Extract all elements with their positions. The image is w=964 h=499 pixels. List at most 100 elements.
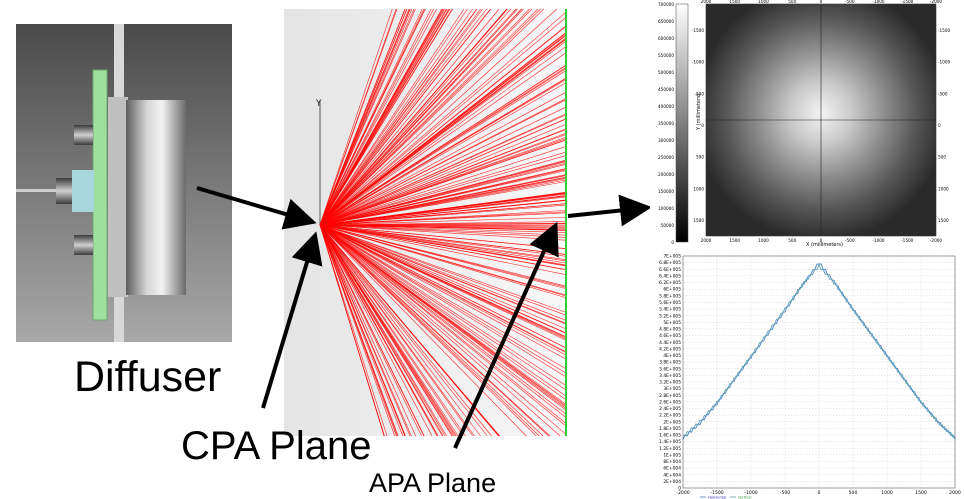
ray bbox=[319, 77, 567, 226]
ray bbox=[319, 118, 567, 226]
ray bbox=[319, 224, 438, 437]
ray bbox=[319, 8, 453, 226]
y-tick-label: 6.6E+005 bbox=[659, 267, 681, 273]
ray bbox=[319, 155, 567, 226]
ray bbox=[319, 129, 567, 226]
ray bbox=[319, 224, 492, 437]
ray bbox=[319, 8, 437, 226]
ray bbox=[319, 113, 567, 226]
ray bbox=[319, 224, 567, 435]
colorbar-tick-label: 100000 bbox=[658, 206, 674, 211]
ray bbox=[319, 224, 567, 255]
ray bbox=[319, 224, 567, 260]
ray bbox=[319, 224, 567, 257]
heatmap-x-tick-label: 500 bbox=[788, 238, 796, 243]
y-tick-label: 3.4E+005 bbox=[659, 373, 681, 379]
y-tick-label: 1.2E+005 bbox=[659, 446, 681, 452]
y-tick-label: 5E+005 bbox=[663, 320, 681, 326]
ray bbox=[319, 224, 388, 437]
ray bbox=[319, 164, 567, 226]
ray bbox=[319, 8, 423, 226]
ray bbox=[319, 224, 488, 437]
ray bbox=[319, 224, 567, 227]
heatmap-y-tick-label: 1000 bbox=[693, 186, 704, 191]
heatmap-y-tick-label-right: -500 bbox=[938, 91, 948, 96]
heatmap-y-tick-label-right: 500 bbox=[938, 155, 946, 160]
ray bbox=[319, 224, 567, 249]
y-tick-label: 8E+004 bbox=[663, 459, 681, 465]
heatmap-ylabel: Y (millimeters) bbox=[696, 93, 702, 131]
colorbar-tick-label: 200000 bbox=[658, 172, 674, 177]
ray bbox=[319, 224, 412, 437]
apa-plane-label: APA Plane bbox=[369, 468, 497, 498]
series-line-vertical bbox=[682, 263, 956, 438]
heatmap-y-tick-label: -500 bbox=[694, 91, 704, 96]
y-tick-label: 2.2E+005 bbox=[659, 413, 681, 419]
y-tick-label: 4.4E+005 bbox=[659, 340, 681, 346]
profile-chart-frame bbox=[682, 255, 956, 489]
ray bbox=[319, 146, 567, 226]
ray bbox=[319, 224, 567, 296]
heatmap-x-tick-label: 1500 bbox=[729, 238, 740, 243]
x-tick-label: 2000 bbox=[949, 490, 961, 496]
cpa-plane-label: CPA Plane bbox=[181, 424, 372, 468]
ray bbox=[319, 8, 522, 226]
y-tick-label: 3.2E+005 bbox=[659, 380, 681, 386]
heatmap-y-tick-label: 0 bbox=[701, 123, 704, 128]
ray bbox=[319, 224, 567, 334]
ray bbox=[319, 224, 433, 437]
ray bbox=[319, 224, 396, 437]
ray bbox=[319, 224, 567, 264]
ray bbox=[319, 224, 500, 437]
y-tick-label: 3.6E+005 bbox=[659, 366, 681, 372]
ray bbox=[319, 8, 450, 226]
ray bbox=[319, 8, 432, 226]
heatmap-y-tick-label: 500 bbox=[696, 155, 704, 160]
ray bbox=[319, 224, 567, 370]
ray bbox=[319, 224, 567, 233]
x-tick-label: -2000 bbox=[676, 490, 689, 496]
ray bbox=[319, 8, 492, 226]
y-tick-label: 3.8E+005 bbox=[659, 360, 681, 366]
heatmap-x-tick-label: 1000 bbox=[758, 238, 769, 243]
ray bbox=[319, 224, 567, 397]
ray bbox=[319, 224, 567, 330]
ray bbox=[319, 224, 567, 288]
ray bbox=[319, 224, 399, 437]
ray bbox=[319, 170, 567, 226]
ray bbox=[319, 8, 557, 226]
heatmap-x-tick-label-top: -1000 bbox=[872, 0, 885, 4]
ray bbox=[319, 224, 567, 409]
ray bbox=[319, 8, 508, 226]
heatmap-colorbar bbox=[675, 3, 689, 243]
ray bbox=[319, 17, 567, 226]
heatmap-x-tick-label: -1000 bbox=[872, 238, 885, 243]
arrow-diffuser-to-raytrace bbox=[196, 186, 317, 230]
heatmap-y-tick-label-right: 1000 bbox=[938, 186, 949, 191]
y-tick-label: 2E+004 bbox=[663, 479, 681, 485]
ray bbox=[319, 224, 567, 276]
ray bbox=[319, 224, 567, 324]
ray bbox=[319, 224, 466, 437]
ray bbox=[319, 224, 567, 360]
ray bbox=[319, 8, 465, 226]
ray bbox=[319, 175, 567, 226]
ray bbox=[319, 8, 426, 226]
ray bbox=[319, 195, 567, 226]
y-tick-label: 0 bbox=[678, 486, 681, 492]
x-tick-label: -1000 bbox=[744, 490, 757, 496]
y-tick-label: 6.2E+005 bbox=[659, 280, 681, 286]
heatmap-x-tick-label-top: 500 bbox=[788, 0, 796, 4]
ray bbox=[319, 224, 567, 236]
x-tick-label: -1500 bbox=[710, 490, 723, 496]
ray bbox=[319, 200, 567, 226]
y-tick-label: 2.4E+005 bbox=[659, 406, 681, 412]
ray bbox=[319, 224, 567, 338]
ray bbox=[319, 223, 567, 226]
colorbar-tick-label: 0 bbox=[671, 240, 674, 245]
ray bbox=[319, 224, 567, 266]
ray bbox=[319, 8, 541, 226]
heatmap-x-tick-label-top: 1000 bbox=[758, 0, 769, 4]
ray bbox=[319, 139, 567, 226]
ray bbox=[319, 224, 567, 349]
